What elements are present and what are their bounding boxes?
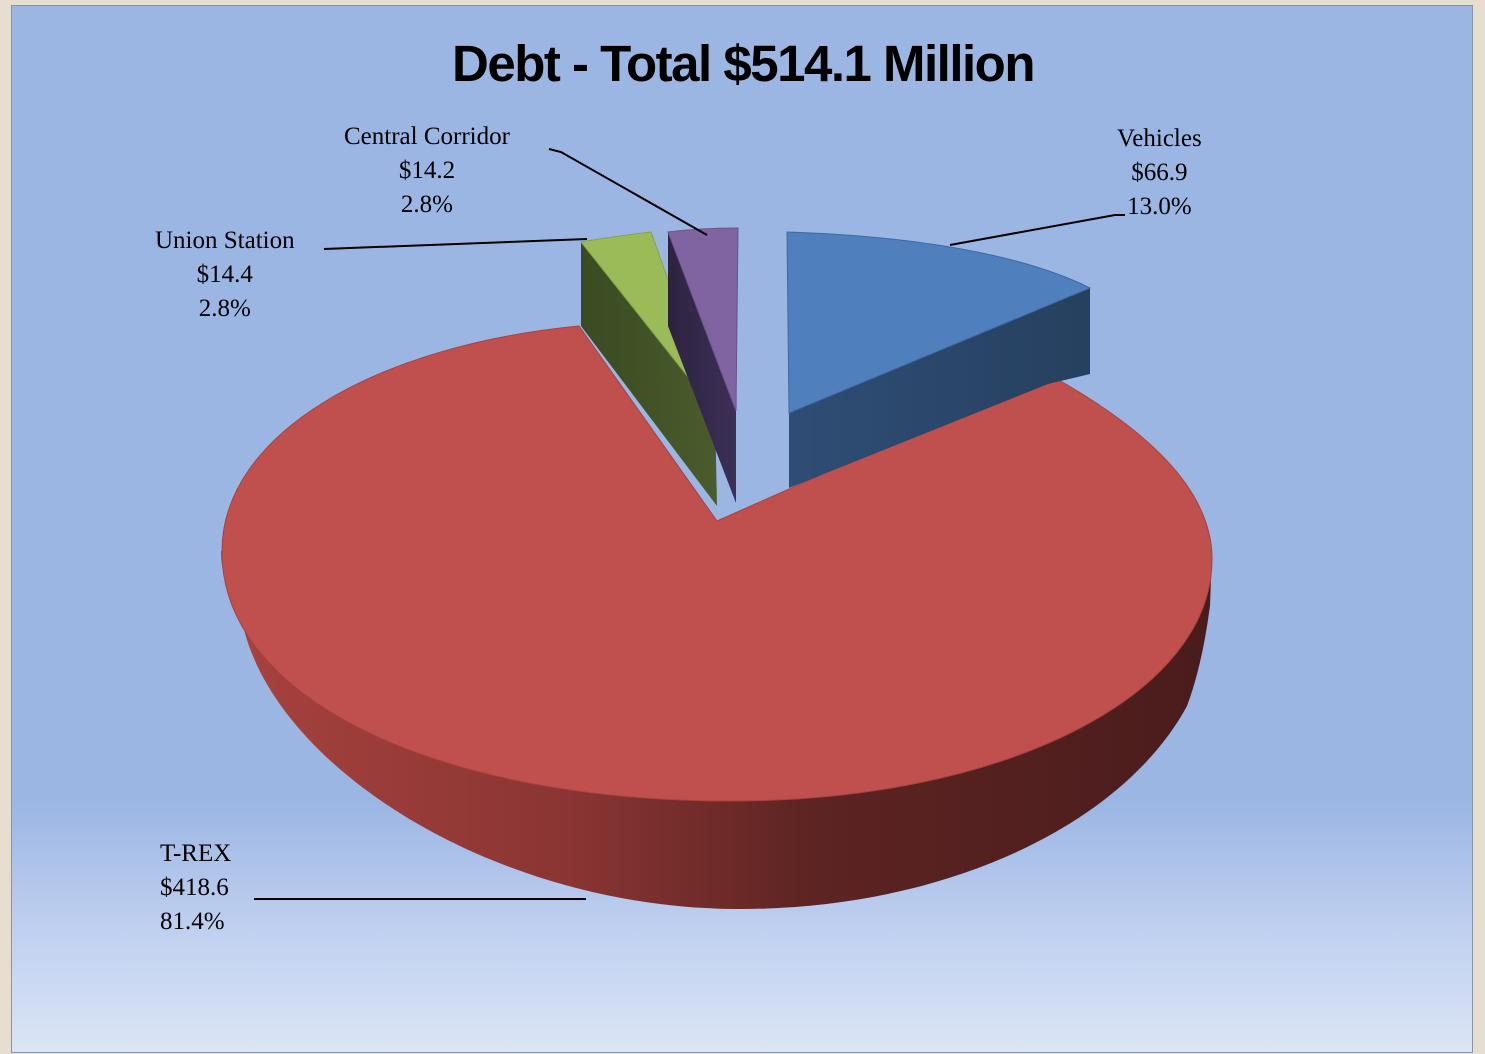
label-value: $14.4 (196, 261, 253, 288)
slice-top-central-corridor (667, 227, 739, 412)
leader-line-union-station (323, 238, 588, 250)
slice-top-union-station (580, 231, 716, 412)
label-name: Central Corridor (344, 123, 510, 150)
label-percent: 2.8% (400, 191, 453, 218)
chart-frame: Debt - Total $514.1 Million (11, 5, 1473, 1053)
label-value: $14.2 (398, 157, 456, 184)
leader-line-vehicles (949, 214, 1125, 246)
slice-top-t-rex (221, 325, 1213, 802)
label-percent: 81.4% (160, 908, 225, 935)
label-name: Vehicles (1117, 125, 1202, 152)
slice-side-union-station (581, 242, 717, 506)
pie-slice-t-rex (221, 325, 1213, 910)
label-value: $418.6 (160, 874, 229, 901)
data-label-t-rex: T-REX $418.6 81.4% (160, 837, 231, 939)
pie-slice-vehicles (786, 231, 1092, 488)
label-percent: 2.8% (198, 295, 251, 322)
data-label-union-station: Union Station $14.4 2.8% (155, 224, 295, 326)
pie-chart (221, 148, 1213, 910)
chart-title: Debt - Total $514.1 Million (452, 35, 1035, 92)
label-name: Union Station (155, 227, 295, 254)
pie-slice-central-corridor (667, 227, 739, 503)
label-percent: 13.0% (1127, 193, 1192, 220)
label-name: T-REX (160, 840, 232, 867)
leader-line-central-corridor (548, 148, 708, 236)
slice-top-vehicles (786, 231, 1092, 414)
label-value: $66.9 (1131, 159, 1188, 186)
data-label-vehicles: Vehicles $66.9 13.0% (1117, 122, 1202, 224)
pie-slice-union-station (580, 231, 717, 506)
slice-side-central-corridor (668, 232, 736, 503)
data-label-central-corridor: Central Corridor $14.2 2.8% (344, 120, 510, 222)
slice-side-vehicles (789, 288, 1090, 488)
